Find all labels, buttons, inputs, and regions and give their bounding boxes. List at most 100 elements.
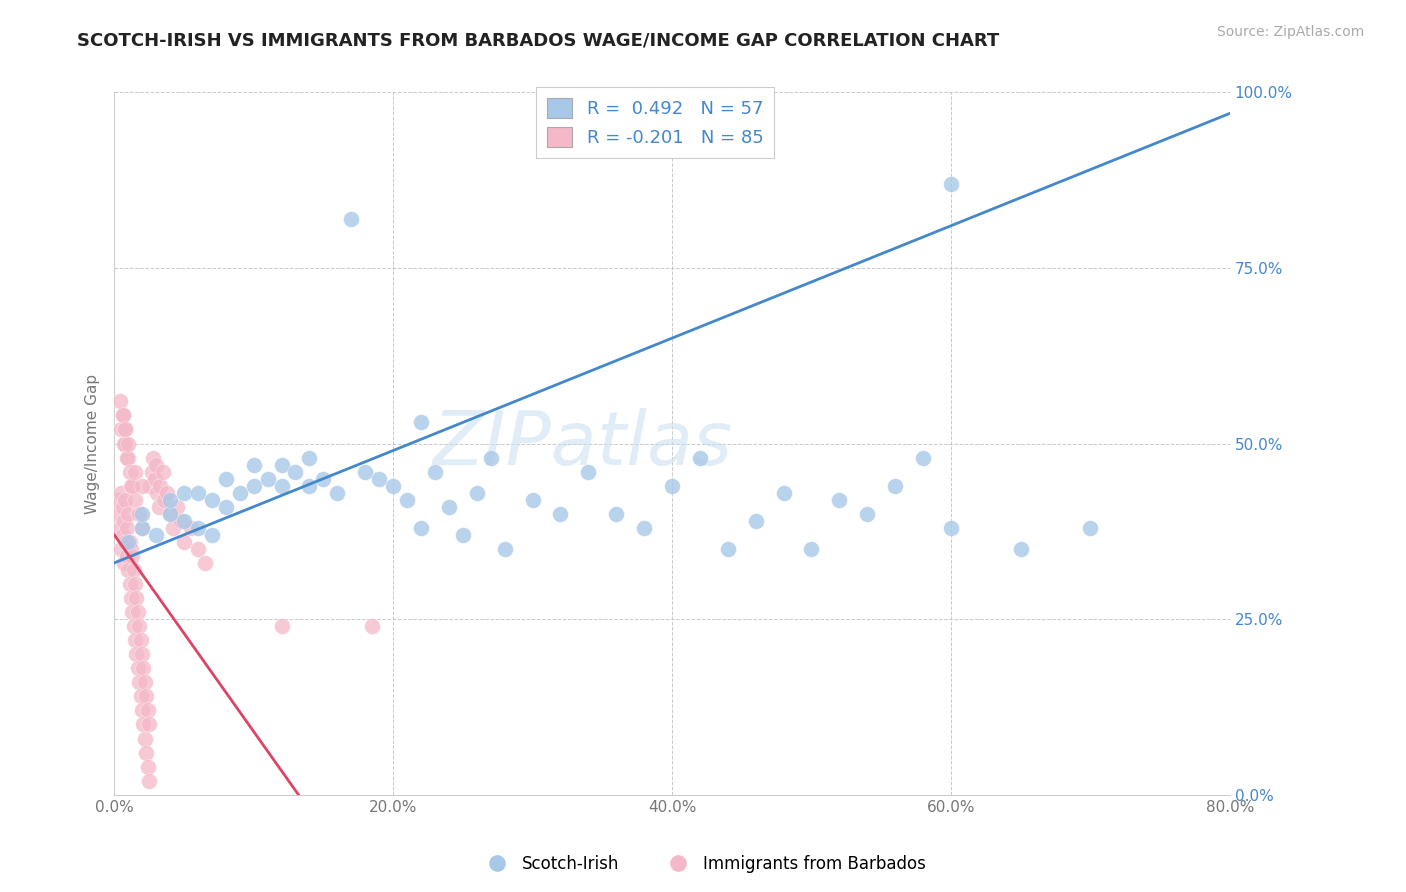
Point: [120, 478, 142, 492]
Point: [110, 485, 132, 500]
Point: [131, 507, 153, 521]
Point: [939, 177, 962, 191]
Point: [121, 605, 143, 619]
Point: [187, 541, 209, 556]
Point: [312, 472, 335, 486]
Point: [800, 541, 823, 556]
Point: [145, 458, 167, 472]
Point: [149, 478, 172, 492]
Point: [111, 500, 134, 514]
Point: [368, 472, 391, 486]
Point: [270, 619, 292, 633]
Point: [298, 450, 321, 465]
Point: [856, 507, 879, 521]
Point: [120, 541, 142, 556]
Point: [124, 577, 146, 591]
Point: [117, 450, 139, 465]
Point: [256, 472, 278, 486]
Point: [136, 703, 159, 717]
Point: [131, 478, 153, 492]
Point: [451, 528, 474, 542]
Point: [479, 450, 502, 465]
Point: [132, 661, 155, 675]
Point: [298, 478, 321, 492]
Point: [437, 500, 460, 514]
Point: [326, 485, 349, 500]
Point: [173, 485, 195, 500]
Point: [187, 521, 209, 535]
Point: [125, 647, 148, 661]
Y-axis label: Wage/Income Gap: Wage/Income Gap: [86, 374, 100, 514]
Point: [134, 675, 156, 690]
Point: [117, 534, 139, 549]
Text: Source: ZipAtlas.com: Source: ZipAtlas.com: [1216, 25, 1364, 39]
Point: [120, 591, 142, 605]
Point: [911, 450, 934, 465]
Point: [828, 492, 851, 507]
Point: [131, 703, 153, 717]
Point: [125, 591, 148, 605]
Point: [201, 492, 224, 507]
Point: [409, 521, 432, 535]
Point: [115, 521, 138, 535]
Point: [112, 514, 135, 528]
Point: [127, 661, 149, 675]
Point: [152, 465, 174, 479]
Point: [138, 773, 160, 788]
Point: [114, 422, 136, 436]
Legend: R =  0.492   N = 57, R = -0.201   N = 85: R = 0.492 N = 57, R = -0.201 N = 85: [536, 87, 775, 158]
Point: [128, 507, 150, 521]
Point: [409, 416, 432, 430]
Point: [173, 514, 195, 528]
Point: [112, 436, 135, 450]
Text: ZIPatlas: ZIPatlas: [433, 408, 733, 480]
Point: [215, 500, 238, 514]
Point: [131, 647, 153, 661]
Point: [201, 528, 224, 542]
Point: [112, 556, 135, 570]
Point: [884, 478, 907, 492]
Point: [131, 521, 153, 535]
Point: [141, 465, 163, 479]
Point: [115, 549, 138, 563]
Point: [143, 472, 166, 486]
Point: [115, 450, 138, 465]
Point: [124, 492, 146, 507]
Point: [939, 521, 962, 535]
Point: [110, 422, 132, 436]
Point: [134, 731, 156, 746]
Point: [159, 492, 181, 507]
Point: [689, 450, 711, 465]
Point: [354, 465, 377, 479]
Point: [145, 528, 167, 542]
Point: [162, 521, 184, 535]
Point: [465, 485, 488, 500]
Point: [122, 619, 145, 633]
Point: [122, 563, 145, 577]
Point: [128, 619, 150, 633]
Point: [576, 465, 599, 479]
Point: [124, 465, 146, 479]
Point: [194, 556, 217, 570]
Point: [159, 507, 181, 521]
Point: [270, 478, 292, 492]
Point: [550, 507, 572, 521]
Point: [148, 500, 170, 514]
Point: [633, 521, 655, 535]
Point: [114, 436, 136, 450]
Point: [136, 759, 159, 773]
Point: [159, 507, 181, 521]
Point: [173, 534, 195, 549]
Point: [340, 211, 363, 226]
Point: [118, 534, 141, 549]
Point: [153, 492, 176, 507]
Point: [132, 717, 155, 731]
Point: [138, 717, 160, 731]
Point: [242, 478, 264, 492]
Point: [180, 521, 202, 535]
Point: [135, 690, 157, 704]
Point: [395, 492, 418, 507]
Point: [121, 549, 143, 563]
Point: [361, 619, 384, 633]
Point: [522, 492, 544, 507]
